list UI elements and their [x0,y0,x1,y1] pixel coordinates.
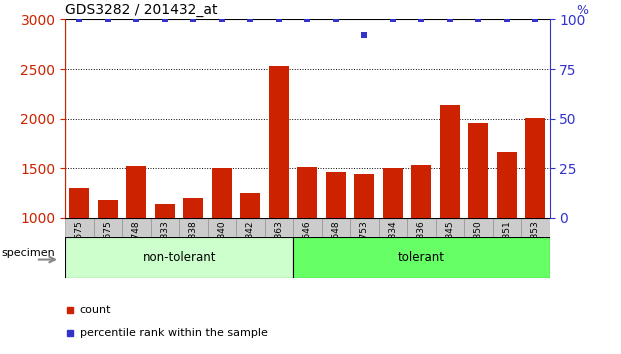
Bar [236,218,265,273]
Text: specimen: specimen [1,249,55,258]
Bar [464,218,492,273]
Bar [521,218,550,273]
Bar [240,193,260,218]
Text: count: count [79,305,111,315]
Bar [322,218,350,273]
Text: GSM124836: GSM124836 [417,221,426,275]
Point [388,17,398,22]
Text: GSM124646: GSM124646 [303,221,312,275]
Point [473,17,483,22]
Text: GSM124842: GSM124842 [246,221,255,275]
Text: GSM124833: GSM124833 [160,221,170,275]
Bar [127,166,147,218]
Bar [440,105,460,218]
Bar [94,218,122,273]
Text: GSM124838: GSM124838 [189,221,198,275]
Text: GSM124675: GSM124675 [104,221,112,275]
Point [360,33,369,38]
Text: GSM124845: GSM124845 [445,221,455,275]
Bar [207,218,236,273]
Text: GSM124748: GSM124748 [132,221,141,275]
Bar [151,218,179,273]
Point [217,17,227,22]
Bar [155,204,175,218]
Point [103,17,113,22]
Point [160,17,170,22]
Point [245,17,255,22]
Bar [525,118,545,218]
Bar [293,218,322,273]
Point [502,17,512,22]
Point [445,17,455,22]
Bar [492,218,521,273]
Text: GSM124851: GSM124851 [502,221,511,275]
Bar [297,167,317,218]
Text: percentile rank within the sample: percentile rank within the sample [79,328,268,338]
Point [530,17,540,22]
Text: GSM124840: GSM124840 [217,221,227,275]
Text: %: % [576,5,588,17]
Text: tolerant: tolerant [398,251,445,264]
Bar [179,218,207,273]
Text: GDS3282 / 201432_at: GDS3282 / 201432_at [65,3,218,17]
Bar [183,198,204,218]
Bar [70,188,89,218]
Bar [122,218,151,273]
Bar [65,218,94,273]
Bar [435,218,464,273]
Point [132,17,142,22]
Text: GSM124850: GSM124850 [474,221,483,275]
Bar [411,165,432,218]
Text: GSM124575: GSM124575 [75,221,84,275]
Bar [407,218,435,273]
Bar [65,237,293,278]
Point [331,17,341,22]
Text: GSM124853: GSM124853 [531,221,540,275]
Bar [269,66,289,218]
Bar [293,237,550,278]
Bar [383,168,403,218]
Text: GSM124753: GSM124753 [360,221,369,275]
Point [274,17,284,22]
Bar [350,218,379,273]
Bar [326,172,346,218]
Bar [497,152,517,218]
Text: GSM124834: GSM124834 [388,221,397,275]
Bar [355,174,374,218]
Point [302,17,312,22]
Text: non-tolerant: non-tolerant [142,251,216,264]
Bar [212,168,232,218]
Point [188,17,198,22]
Text: GSM124648: GSM124648 [332,221,340,275]
Text: GSM124863: GSM124863 [274,221,283,275]
Bar [468,122,488,218]
Bar [265,218,293,273]
Point [417,17,427,22]
Bar [379,218,407,273]
Bar [98,200,118,218]
Point [75,17,84,22]
